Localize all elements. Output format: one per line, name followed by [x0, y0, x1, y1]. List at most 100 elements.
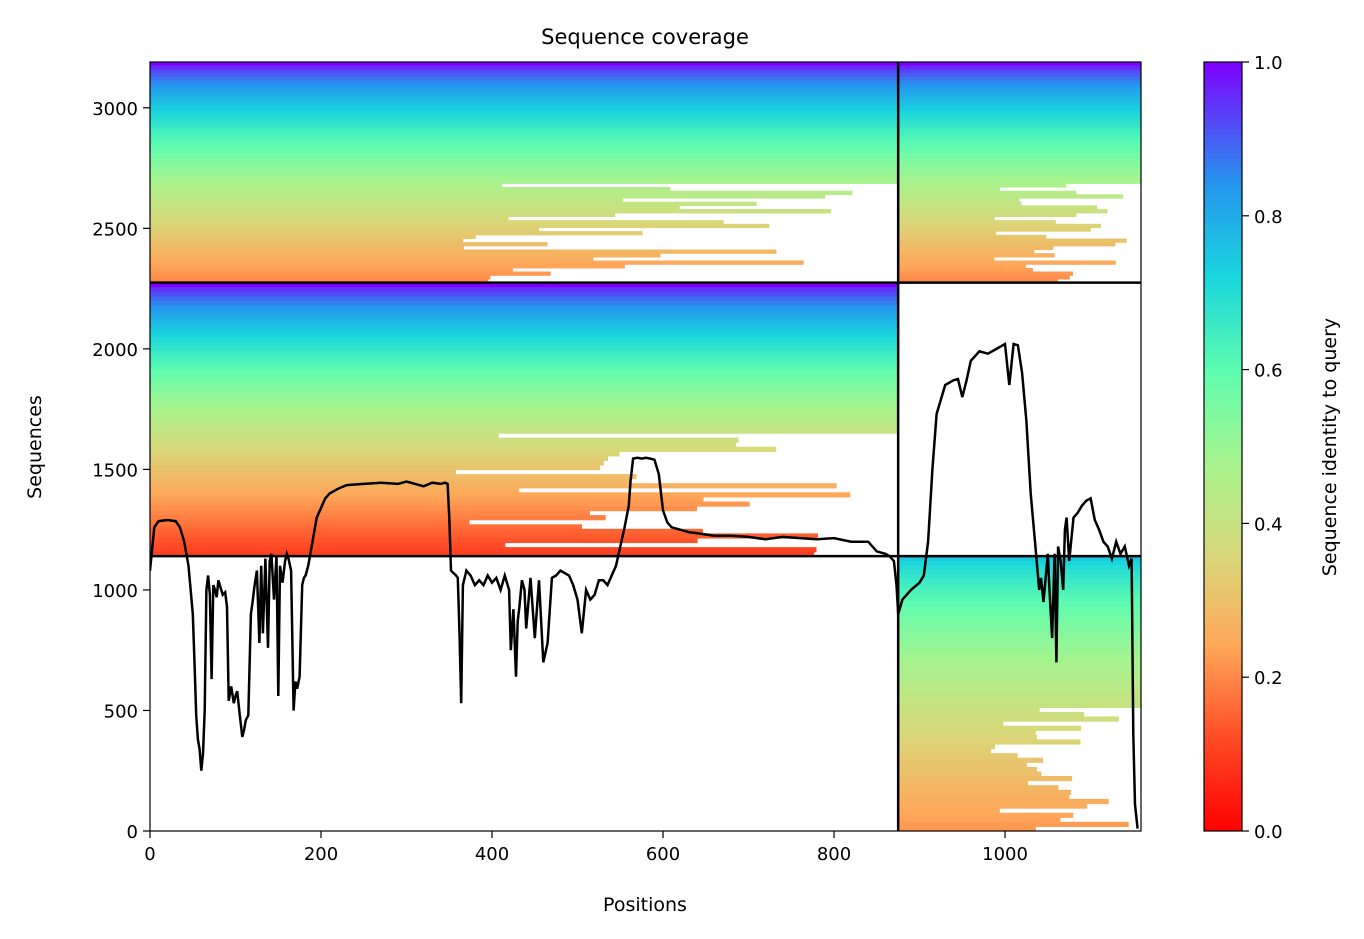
- msa-row: [898, 275, 1070, 280]
- msa-row: [898, 675, 1141, 681]
- msa-row: [898, 131, 1141, 137]
- msa-row: [150, 201, 757, 206]
- msa-block: [150, 62, 899, 284]
- msa-row: [150, 524, 583, 530]
- msa-row: [150, 382, 899, 389]
- msa-row: [150, 533, 818, 539]
- msa-row: [898, 87, 1141, 92]
- msa-row: [898, 172, 1141, 177]
- msa-row: [150, 190, 853, 195]
- msa-row: [150, 369, 899, 375]
- msa-row: [150, 287, 899, 293]
- msa-row: [898, 205, 1098, 210]
- msa-row: [898, 201, 1022, 206]
- msa-row: [898, 643, 1141, 649]
- msa-blocks: [150, 62, 1141, 831]
- msa-row: [898, 629, 1141, 635]
- msa-row: [898, 91, 1141, 96]
- msa-row: [898, 679, 1141, 686]
- msa-row: [898, 794, 1070, 800]
- msa-row: [898, 120, 1141, 126]
- msa-row: [898, 615, 1141, 621]
- msa-row: [150, 392, 899, 398]
- msa-row: [898, 757, 1044, 763]
- msa-row: [150, 423, 899, 430]
- msa-row: [898, 634, 1141, 640]
- msa-row: [898, 76, 1141, 81]
- colorbar-label: Sequence identity to query: [1319, 318, 1341, 576]
- msa-row: [898, 113, 1141, 118]
- msa-row: [150, 323, 899, 329]
- msa-row: [150, 187, 671, 192]
- msa-row: [898, 588, 1141, 594]
- msa-row: [150, 139, 899, 144]
- y-tick-label: 1500: [92, 460, 138, 481]
- msa-row: [150, 492, 851, 498]
- y-tick-label: 500: [104, 701, 138, 722]
- msa-row: [898, 693, 1141, 699]
- msa-row: [150, 305, 899, 311]
- msa-row: [898, 808, 1000, 814]
- y-tick-label: 1000: [92, 581, 138, 602]
- msa-row: [898, 721, 1004, 727]
- msa-row: [150, 515, 606, 521]
- msa-row: [898, 227, 1091, 232]
- msa-row: [898, 744, 995, 750]
- msa-row: [150, 124, 899, 129]
- msa-row: [898, 216, 995, 221]
- msa-row: [150, 446, 777, 452]
- msa-row: [150, 410, 899, 416]
- msa-row: [150, 76, 899, 81]
- msa-row: [898, 80, 1141, 85]
- x-tick-label: 800: [817, 844, 851, 865]
- msa-row: [150, 396, 899, 402]
- msa-row: [150, 319, 899, 325]
- msa-row: [898, 62, 1141, 67]
- msa-row: [898, 234, 1047, 240]
- msa-row: [898, 102, 1141, 107]
- msa-row: [150, 405, 899, 411]
- msa-row: [150, 496, 704, 503]
- msa-row: [898, 109, 1141, 115]
- msa-row: [898, 707, 1040, 713]
- msa-row: [150, 106, 899, 111]
- msa-row: [150, 519, 470, 525]
- msa-row: [898, 253, 1055, 258]
- msa-row: [150, 419, 899, 425]
- x-tick-label: 1000: [982, 844, 1028, 865]
- msa-row: [150, 528, 703, 534]
- colorbar-tick-label: 0.2: [1254, 668, 1283, 689]
- msa-row: [150, 242, 548, 247]
- msa-row: [150, 84, 899, 89]
- msa-row: [150, 542, 506, 548]
- msa-row: [150, 227, 539, 232]
- msa-row: [898, 565, 1141, 571]
- msa-row: [150, 168, 899, 173]
- msa-row: [898, 249, 1035, 254]
- msa-row: [898, 766, 1037, 773]
- msa-row: [898, 128, 1141, 133]
- msa-row: [150, 135, 899, 140]
- msa-row: [150, 198, 623, 203]
- msa-row: [898, 73, 1141, 78]
- colorbar-tick-label: 0.0: [1254, 822, 1283, 843]
- msa-row: [150, 264, 625, 269]
- msa-row: [898, 117, 1141, 122]
- msa-row: [898, 606, 1141, 612]
- msa-row: [150, 346, 899, 352]
- msa-row: [898, 771, 1042, 777]
- msa-row: [898, 190, 1077, 195]
- msa-row: [898, 146, 1141, 151]
- msa-row: [150, 373, 899, 379]
- chart-title: Sequence coverage: [541, 25, 749, 49]
- x-axis-label: Positions: [603, 894, 687, 916]
- colorbar-tick-label: 0.4: [1254, 514, 1283, 535]
- msa-row: [150, 510, 590, 516]
- x-tick-label: 200: [304, 844, 338, 865]
- msa-row: [898, 689, 1141, 695]
- y-tick-label: 2500: [92, 219, 138, 240]
- msa-row: [898, 734, 1037, 740]
- msa-row: [150, 309, 899, 316]
- colorbar: [1203, 61, 1243, 832]
- msa-row: [898, 264, 1026, 269]
